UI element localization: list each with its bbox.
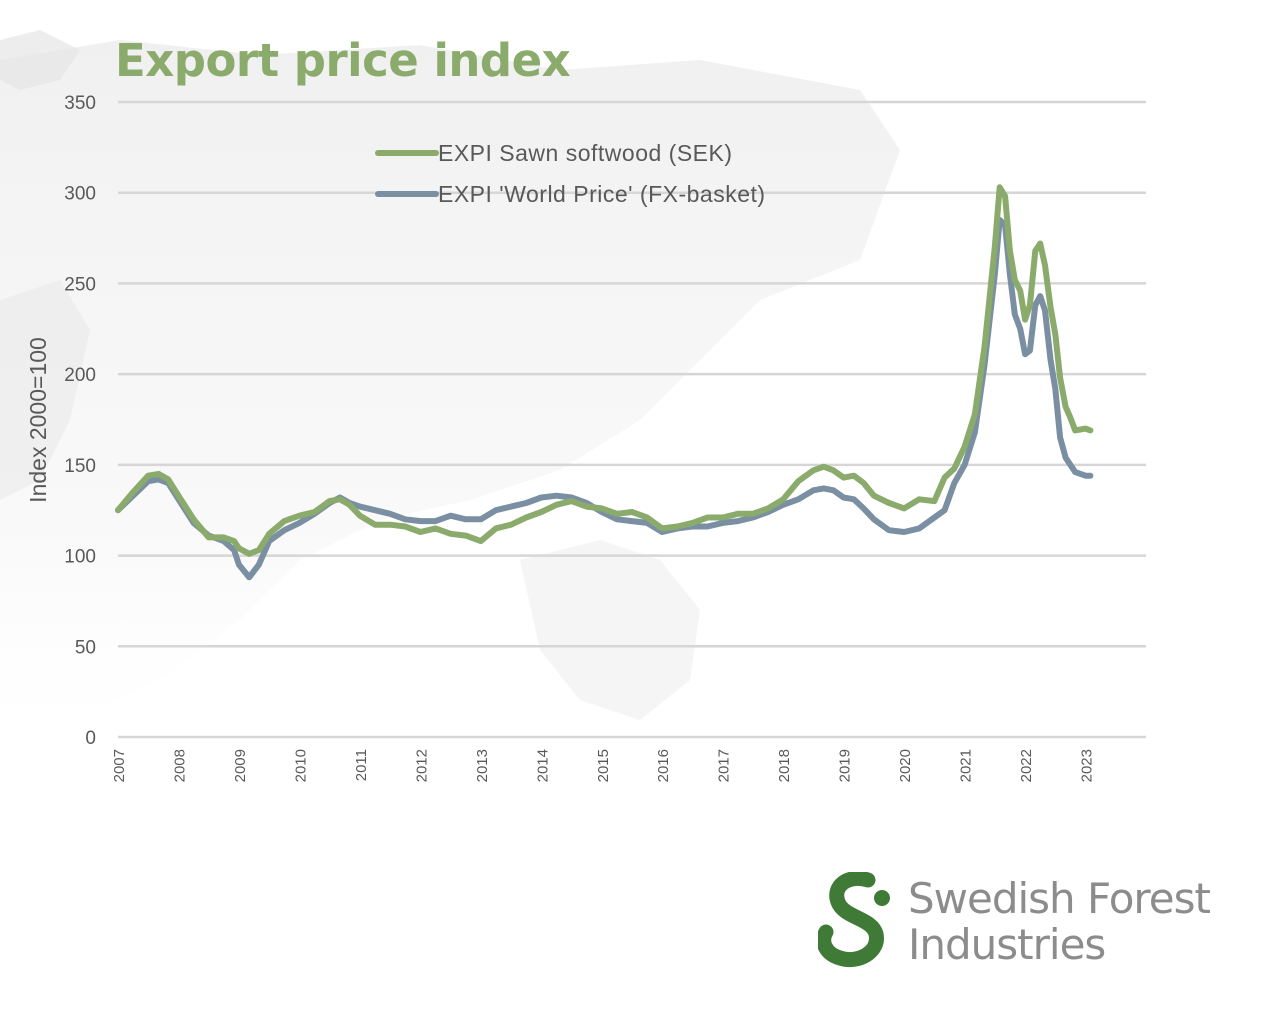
y-tick-label: 350: [64, 93, 96, 114]
x-tick-label: 2013: [474, 749, 491, 782]
legend-label: EXPI 'World Price' (FX-basket): [438, 181, 766, 207]
y-tick-label: 250: [64, 274, 96, 295]
x-axis-ticks: 2007 2008 2009 2010 2011 2012 2013 2014 2015 2016…: [111, 749, 1096, 782]
x-tick-label: 2018: [776, 749, 793, 782]
y-tick-label: 300: [64, 184, 96, 205]
legend: EXPI Sawn softwood (SEK) EXPI 'World Pric…: [375, 140, 766, 207]
y-tick-label: 150: [64, 456, 96, 477]
x-tick-label: 2014: [534, 749, 551, 782]
y-axis-label: Index 2000=100: [25, 337, 51, 503]
chart-title: Export price index: [115, 34, 571, 87]
logo-line-2: Industries: [908, 920, 1106, 969]
logo-wordmark: Swedish Forest Industries: [908, 874, 1211, 969]
x-tick-label: 2022: [1018, 749, 1035, 782]
gridlines: [118, 100, 1146, 739]
x-tick-label: 2015: [595, 749, 612, 782]
x-tick-label: 2010: [292, 749, 309, 782]
x-tick-label: 2019: [837, 749, 854, 782]
y-axis-ticks: 0 50 100 150 200 250 300 350: [64, 93, 96, 749]
legend-label: EXPI Sawn softwood (SEK): [438, 140, 733, 166]
series-lines: [115, 184, 1094, 581]
y-tick-label: 0: [85, 728, 96, 749]
y-tick-label: 100: [64, 547, 96, 568]
y-tick-label: 50: [75, 637, 96, 658]
x-tick-label: 2007: [111, 749, 128, 782]
x-tick-label: 2021: [958, 749, 975, 782]
logo-mark-icon: [818, 872, 890, 967]
x-tick-label: 2016: [655, 749, 672, 782]
series-line-sawn-softwood: [115, 184, 1094, 557]
x-tick-label: 2008: [171, 749, 188, 782]
logo: Swedish Forest Industries: [818, 872, 1238, 972]
x-tick-label: 2017: [716, 749, 733, 782]
x-tick-label: 2023: [1079, 749, 1096, 782]
series-line-world-price: [115, 216, 1094, 581]
x-tick-label: 2011: [353, 749, 370, 781]
x-tick-label: 2009: [232, 749, 249, 782]
logo-line-1: Swedish Forest: [908, 874, 1211, 923]
x-tick-label: 2012: [413, 749, 430, 782]
y-tick-label: 200: [64, 365, 96, 386]
x-tick-label: 2020: [897, 749, 914, 782]
